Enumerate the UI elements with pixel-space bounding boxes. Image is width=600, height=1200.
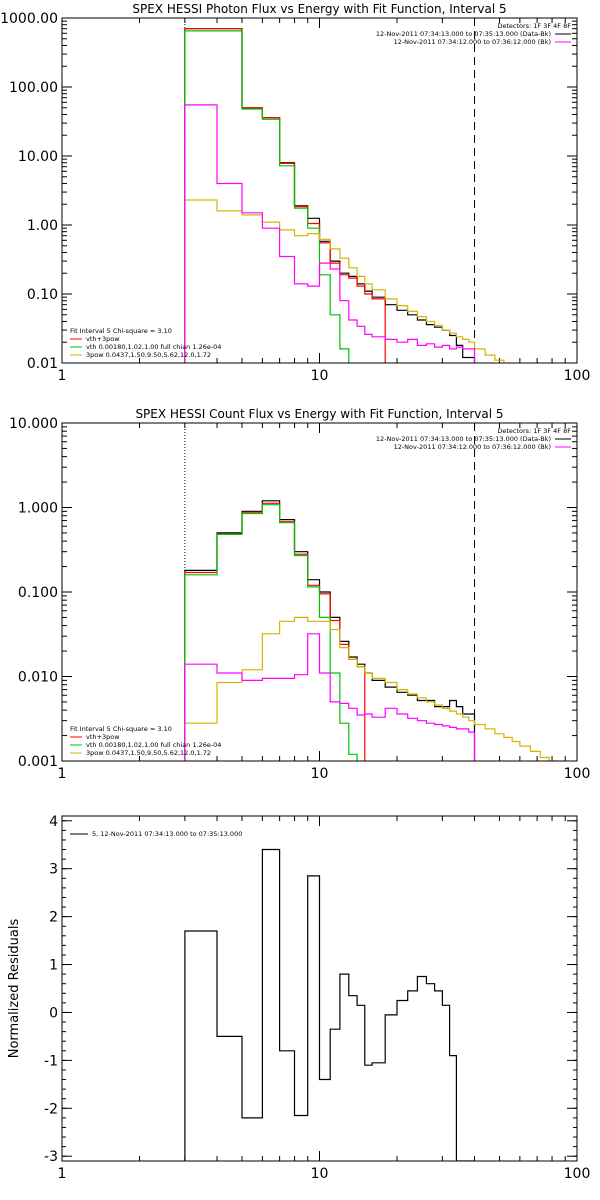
- chart-title: SPEX HESSI Photon Flux vs Energy with Fi…: [132, 2, 506, 16]
- x-tick-label: 100: [564, 368, 591, 384]
- y-tick-label: 100.00: [9, 80, 58, 96]
- y-tick-label: -2: [44, 1101, 58, 1117]
- info-text: 12-Nov-2011 07:34:12.000 to 07:36:12.000…: [394, 443, 551, 451]
- legend-text: Fit Interval 5 Chi-square = 3.10: [70, 327, 172, 335]
- y-tick-label: 1.000: [18, 501, 58, 517]
- y-tick-label: 1.00: [27, 218, 58, 234]
- series-line-1: [184, 28, 476, 363]
- plot-frame: [61, 422, 578, 762]
- legend-text: 3pow 0.0437,1.50,9.50,5.62,12.0,1.72: [86, 351, 211, 359]
- y-tick-label: 10.00: [18, 149, 58, 165]
- series-line-2: [184, 28, 386, 363]
- x-tick-label: 1: [58, 1166, 67, 1182]
- series-line-2: [184, 502, 366, 761]
- info-text: 12-Nov-2011 07:34:12.000 to 07:36:12.000…: [394, 38, 551, 46]
- series-line-3: [184, 30, 350, 363]
- plot-area: [184, 500, 559, 761]
- x-tick-label: 10: [311, 766, 329, 782]
- series-line-4: [184, 616, 559, 761]
- y-tick-label: 0.100: [18, 585, 58, 601]
- y-axis-label: Normalized Residuals: [7, 919, 22, 1059]
- legend-text: Fit Interval 5 Chi-square = 3.10: [70, 725, 172, 733]
- x-tick-label: 100: [564, 1166, 591, 1182]
- legend-text: vth 0.00180,1.02,1.00 full chian 1.26e-0…: [86, 741, 221, 749]
- chart-panel-3: Normalized Residuals 1 10 100 -3 -2 -1 0 1 2 3 4 5, …: [7, 814, 590, 1182]
- chart-panel-2: SPEX HESSI Count Flux vs Energy with Fit…: [9, 407, 590, 782]
- y-tick-label: 0.001: [18, 754, 58, 770]
- series-line-4: [184, 199, 505, 363]
- legend-text: 5, 12-Nov-2011 07:34:13.000 to 07:35:13.…: [92, 830, 242, 838]
- y-tick-label: 4: [49, 814, 58, 830]
- y-tick-label: 1: [49, 958, 58, 974]
- y-tick-label: 10.000: [9, 416, 58, 432]
- y-tick-label: 0.010: [18, 670, 58, 686]
- legend-text: 3pow 0.0437,1.50,9.50,5.62,12.0,1.72: [86, 749, 211, 757]
- y-tick-label: 0: [49, 1005, 58, 1021]
- plot-area: [184, 848, 476, 1161]
- y-tick-label: 0.10: [27, 287, 58, 303]
- legend-text: vth+3pow: [86, 733, 120, 741]
- x-tick-label: 10: [311, 368, 329, 384]
- series-line-3: [184, 504, 358, 761]
- series-line-5: [184, 104, 476, 363]
- x-tick-label: 100: [564, 766, 591, 782]
- y-tick-label: -3: [44, 1149, 58, 1165]
- y-tick-label: 0.01: [27, 356, 58, 372]
- series-line-1: [184, 848, 476, 1161]
- series-line-5: [184, 633, 476, 761]
- chart-title: SPEX HESSI Count Flux vs Energy with Fit…: [135, 407, 503, 421]
- y-tick-label: 2: [49, 910, 58, 926]
- x-tick-label: 10: [311, 1166, 329, 1182]
- y-tick-label: 1000.00: [0, 11, 58, 27]
- y-tick-label: 3: [49, 862, 58, 878]
- plot-area: [184, 28, 505, 363]
- legend-text: vth+3pow: [86, 335, 120, 343]
- info-text: Detectors: 1F 3F 4F 8F: [497, 22, 571, 30]
- info-text: 12-Nov-2011 07:34:13.000 to 07:35:13.000…: [376, 30, 551, 38]
- plot-frame: [61, 17, 578, 364]
- legend-text: vth 0.00180,1.02,1.00 full chian 1.26e-0…: [86, 343, 221, 351]
- plot-frame: [61, 815, 578, 1162]
- y-tick-label: -1: [44, 1053, 58, 1069]
- x-tick-label: 1: [58, 766, 67, 782]
- x-tick-label: 1: [58, 368, 67, 384]
- info-text: Detectors: 1F 3F 4F 8F: [497, 427, 571, 435]
- info-text: 12-Nov-2011 07:34:13.000 to 07:35:13.000…: [376, 435, 551, 443]
- chart-panel-1: SPEX HESSI Photon Flux vs Energy with Fi…: [0, 2, 590, 384]
- series-line-1: [184, 500, 476, 761]
